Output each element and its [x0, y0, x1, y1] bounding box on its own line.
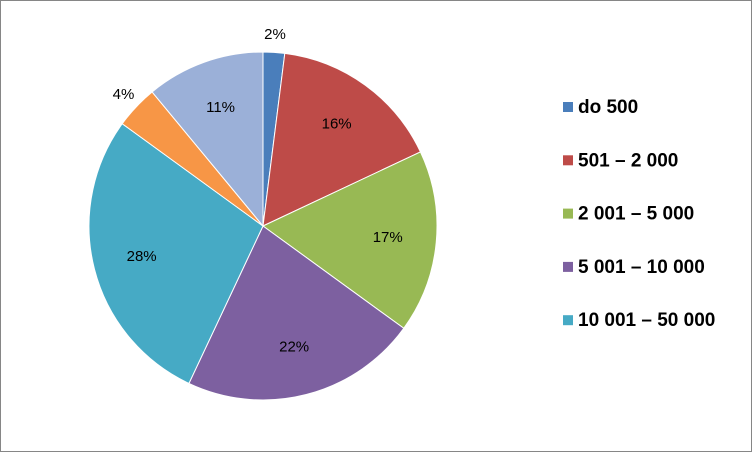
data-label: 17% — [373, 229, 403, 246]
legend-label: 2 001 – 5 000 — [578, 204, 694, 225]
legend-swatch — [563, 208, 573, 219]
data-label: 22% — [279, 338, 309, 355]
legend-label: 10 001 – 50 000 — [578, 310, 715, 331]
legend-label: do 500 — [578, 97, 638, 118]
data-label: 11% — [206, 99, 235, 116]
pie-slice — [262, 151, 438, 329]
data-label: 28% — [127, 248, 157, 265]
legend-swatch — [563, 155, 573, 166]
pie-slice — [151, 51, 264, 228]
data-label: 2% — [264, 26, 286, 43]
legend-label: 5 001 – 10 000 — [578, 257, 705, 278]
data-label: 16% — [322, 116, 352, 133]
pie-slice — [262, 52, 422, 227]
data-label: 4% — [113, 86, 135, 103]
legend-swatch — [563, 261, 573, 272]
legend-swatch — [563, 102, 573, 112]
pie-slice — [88, 123, 264, 385]
legend-label: 501 – 2 000 — [578, 150, 678, 171]
legend-swatch — [563, 315, 573, 326]
